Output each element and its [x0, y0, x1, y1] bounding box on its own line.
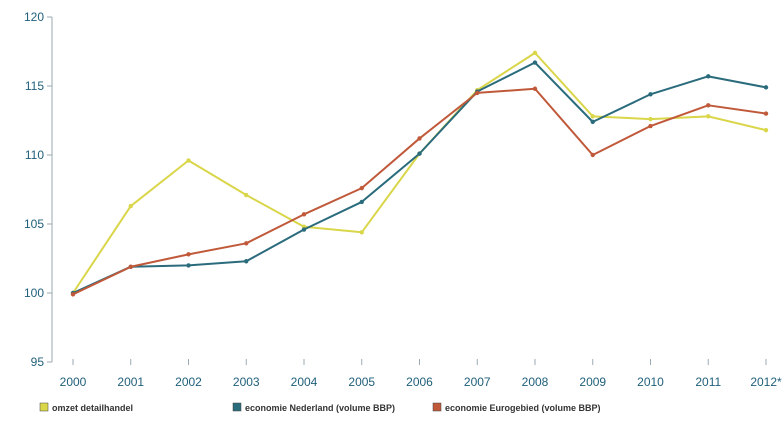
data-point: [244, 192, 249, 198]
data-point: [186, 263, 191, 268]
data-point: [244, 259, 249, 264]
data-point: [706, 74, 711, 79]
x-tick-label: 2005: [348, 375, 375, 389]
data-point: [417, 151, 422, 156]
legend-label: economie Nederland (volume BBP): [245, 403, 395, 413]
y-tick-label: 115: [25, 79, 44, 93]
x-tick-label: 2010: [637, 375, 664, 389]
data-point: [244, 241, 249, 246]
legend-swatch: [432, 402, 442, 412]
data-point: [763, 111, 769, 116]
legend-label: economie Eurogebied (volume BBP): [445, 403, 601, 413]
data-point: [532, 86, 538, 91]
x-tick-label: 2012*: [750, 375, 782, 389]
series-lines: [70, 50, 769, 297]
legend-label: omzet detailhandel: [52, 403, 133, 413]
data-point: [128, 203, 133, 209]
data-point: [301, 227, 307, 232]
legend-swatch: [232, 402, 242, 412]
y-tick-label: 95: [31, 355, 45, 369]
data-point: [590, 152, 595, 158]
y-tick-label: 110: [25, 148, 44, 162]
x-tick-label: 2004: [291, 375, 318, 389]
x-tick-label: 2003: [233, 375, 260, 389]
data-point: [532, 50, 538, 56]
data-point: [128, 264, 133, 269]
legend: omzet detailhandel economie Nederland (vo…: [39, 402, 601, 413]
x-tick-label: 2007: [464, 375, 491, 389]
data-point: [706, 103, 711, 108]
data-point: [70, 292, 76, 297]
y-axis-ticks: 95 100 105 110 115 120: [24, 10, 52, 369]
data-point: [648, 123, 653, 129]
data-point: [359, 185, 364, 191]
x-tick-label: 2006: [406, 375, 433, 389]
data-point: [532, 60, 538, 65]
data-point: [359, 230, 364, 235]
data-point: [475, 90, 480, 96]
x-tick-label: 2009: [579, 375, 606, 389]
legend-swatch: [39, 402, 49, 412]
y-tick-label: 120: [24, 10, 44, 24]
data-point: [186, 158, 191, 163]
data-point: [763, 85, 769, 90]
data-point: [648, 116, 653, 122]
x-tick-label: 2001: [117, 375, 144, 389]
data-point: [590, 114, 595, 119]
x-axis-ticks: 2000 2001 2002 2003 2004 2005 2006 2007 2008 2009…: [60, 359, 782, 389]
x-tick-label: 2000: [60, 375, 87, 389]
data-point: [706, 114, 711, 119]
series-line-3: [72, 87, 767, 296]
x-tick-label: 2002: [175, 375, 202, 389]
data-point: [301, 212, 307, 217]
data-point: [648, 92, 653, 97]
data-point: [417, 136, 422, 141]
series-line-2: [72, 61, 767, 294]
data-point: [359, 199, 364, 205]
data-point: [590, 119, 595, 125]
y-tick-label: 105: [24, 217, 44, 231]
data-point: [763, 127, 769, 133]
x-tick-label: 2008: [522, 375, 549, 389]
x-tick-label: 2011: [695, 375, 721, 389]
y-tick-label: 100: [24, 286, 44, 300]
data-point: [186, 252, 191, 257]
